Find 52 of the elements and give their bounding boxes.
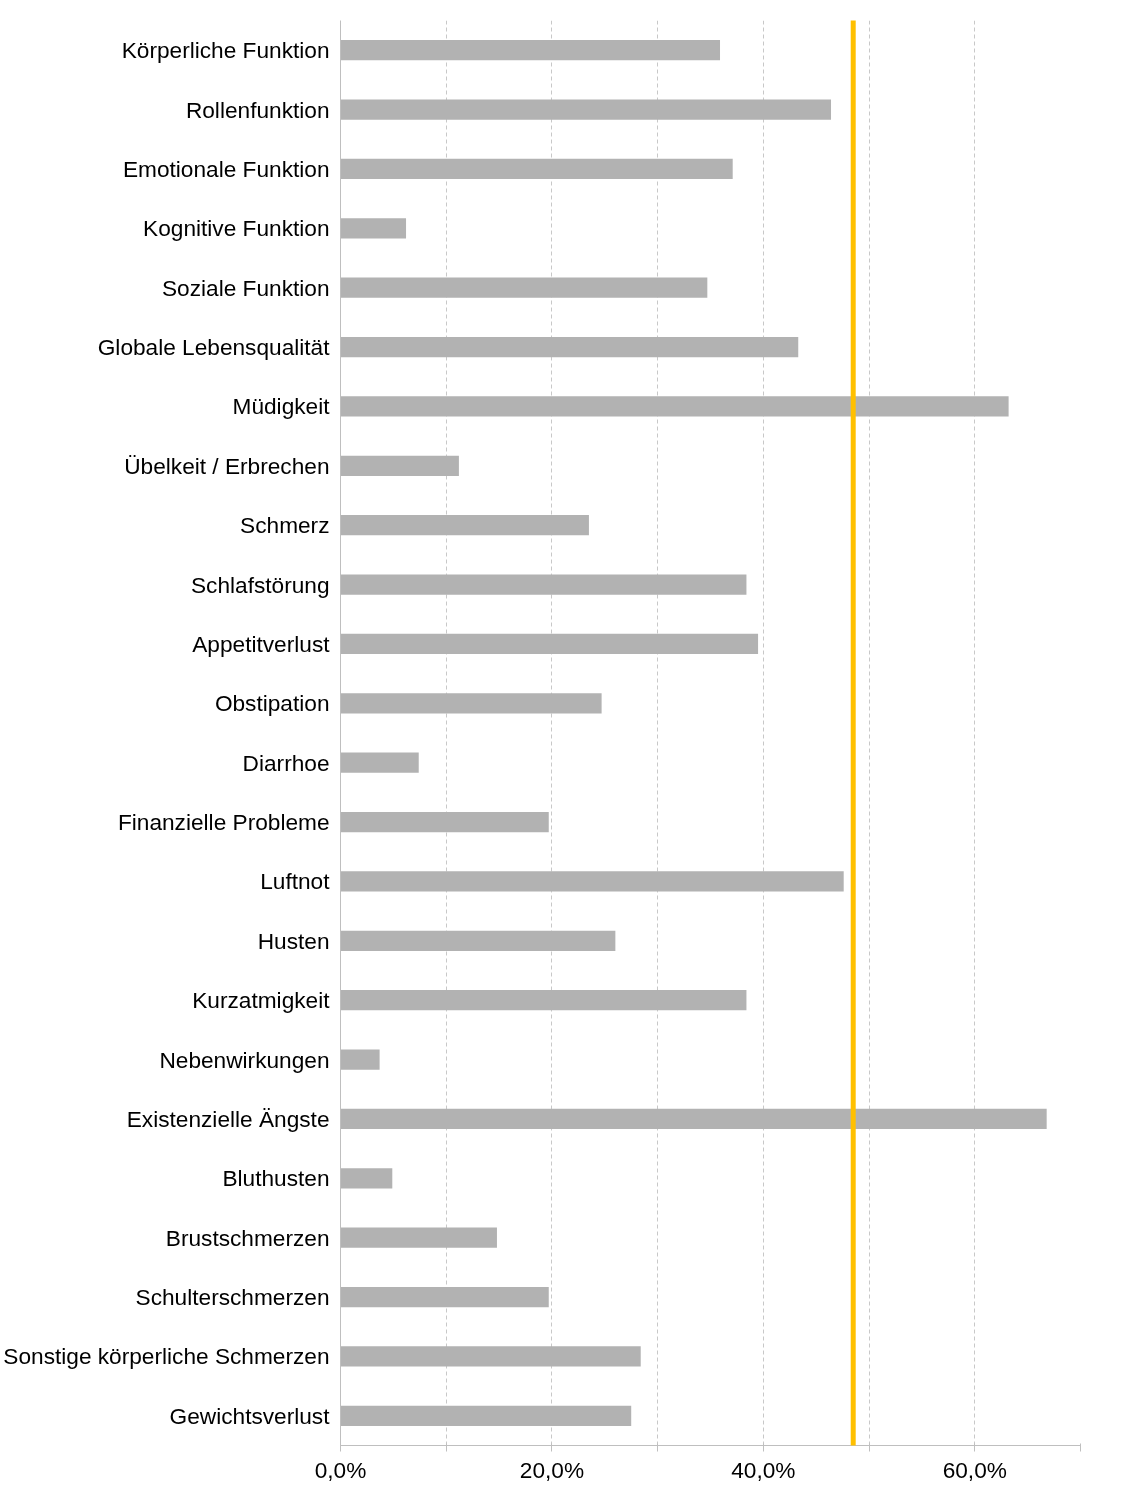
y-tick-label: Schulterschmerzen xyxy=(135,1284,330,1311)
y-tick-label: Nebenwirkungen xyxy=(159,1046,330,1073)
bar xyxy=(340,574,747,595)
bar xyxy=(340,1108,1047,1130)
bar xyxy=(340,277,708,298)
bar xyxy=(340,811,549,833)
bar xyxy=(340,1168,393,1189)
bar xyxy=(340,633,759,655)
y-tick-label: Kognitive Funktion xyxy=(143,215,330,242)
bar xyxy=(340,752,419,773)
x-tick-label: 60,0% xyxy=(942,1456,1007,1483)
y-tick-label: Husten xyxy=(257,927,330,954)
y-tick-label: Gewichtsverlust xyxy=(169,1402,331,1429)
bar xyxy=(340,455,459,476)
y-tick-label: Sonstige körperliche Schmerzen xyxy=(3,1343,330,1370)
y-tick-label: Soziale Funktion xyxy=(162,274,330,301)
bar xyxy=(340,158,733,180)
y-tick-label: Körperliche Funktion xyxy=(121,37,330,64)
y-tick-label: Rollenfunktion xyxy=(185,96,330,123)
bar xyxy=(340,990,747,1011)
y-tick-label: Emotionale Funktion xyxy=(122,155,330,182)
bar xyxy=(340,515,589,536)
y-tick-label: Appetitverlust xyxy=(192,630,331,657)
y-tick-label: Schlafstörung xyxy=(190,571,330,598)
bar xyxy=(340,336,799,358)
x-tick-label: 20,0% xyxy=(519,1456,585,1483)
bar xyxy=(340,396,1009,417)
bar xyxy=(340,1346,641,1367)
bar xyxy=(340,1227,497,1248)
bar xyxy=(340,99,832,120)
y-tick-label: Obstipation xyxy=(214,690,330,717)
bar xyxy=(340,1286,549,1308)
y-tick-label: Bluthusten xyxy=(222,1165,330,1192)
bar xyxy=(340,40,721,61)
bar xyxy=(340,1405,632,1426)
y-tick-label: Brustschmerzen xyxy=(165,1224,330,1251)
y-tick-label: Schmerz xyxy=(240,512,330,539)
x-tick-label: 40,0% xyxy=(731,1456,796,1483)
x-tick-label: 0,0% xyxy=(314,1456,367,1483)
bar xyxy=(340,930,616,951)
bar xyxy=(340,693,602,714)
y-tick-label: Diarrhoe xyxy=(242,749,330,776)
y-tick-label: Globale Lebensqualität xyxy=(97,334,331,361)
bar xyxy=(340,1049,380,1070)
y-tick-label: Müdigkeit xyxy=(232,393,331,420)
y-tick-label: Kurzatmigkeit xyxy=(192,987,331,1014)
y-tick-label: Finanzielle Probleme xyxy=(117,809,330,836)
y-tick-label: Existenzielle Ängste xyxy=(126,1105,330,1132)
bar xyxy=(340,218,407,239)
bar xyxy=(340,871,844,892)
y-tick-label: Luftnot xyxy=(260,868,331,895)
y-tick-label: Übelkeit / Erbrechen xyxy=(124,452,330,479)
